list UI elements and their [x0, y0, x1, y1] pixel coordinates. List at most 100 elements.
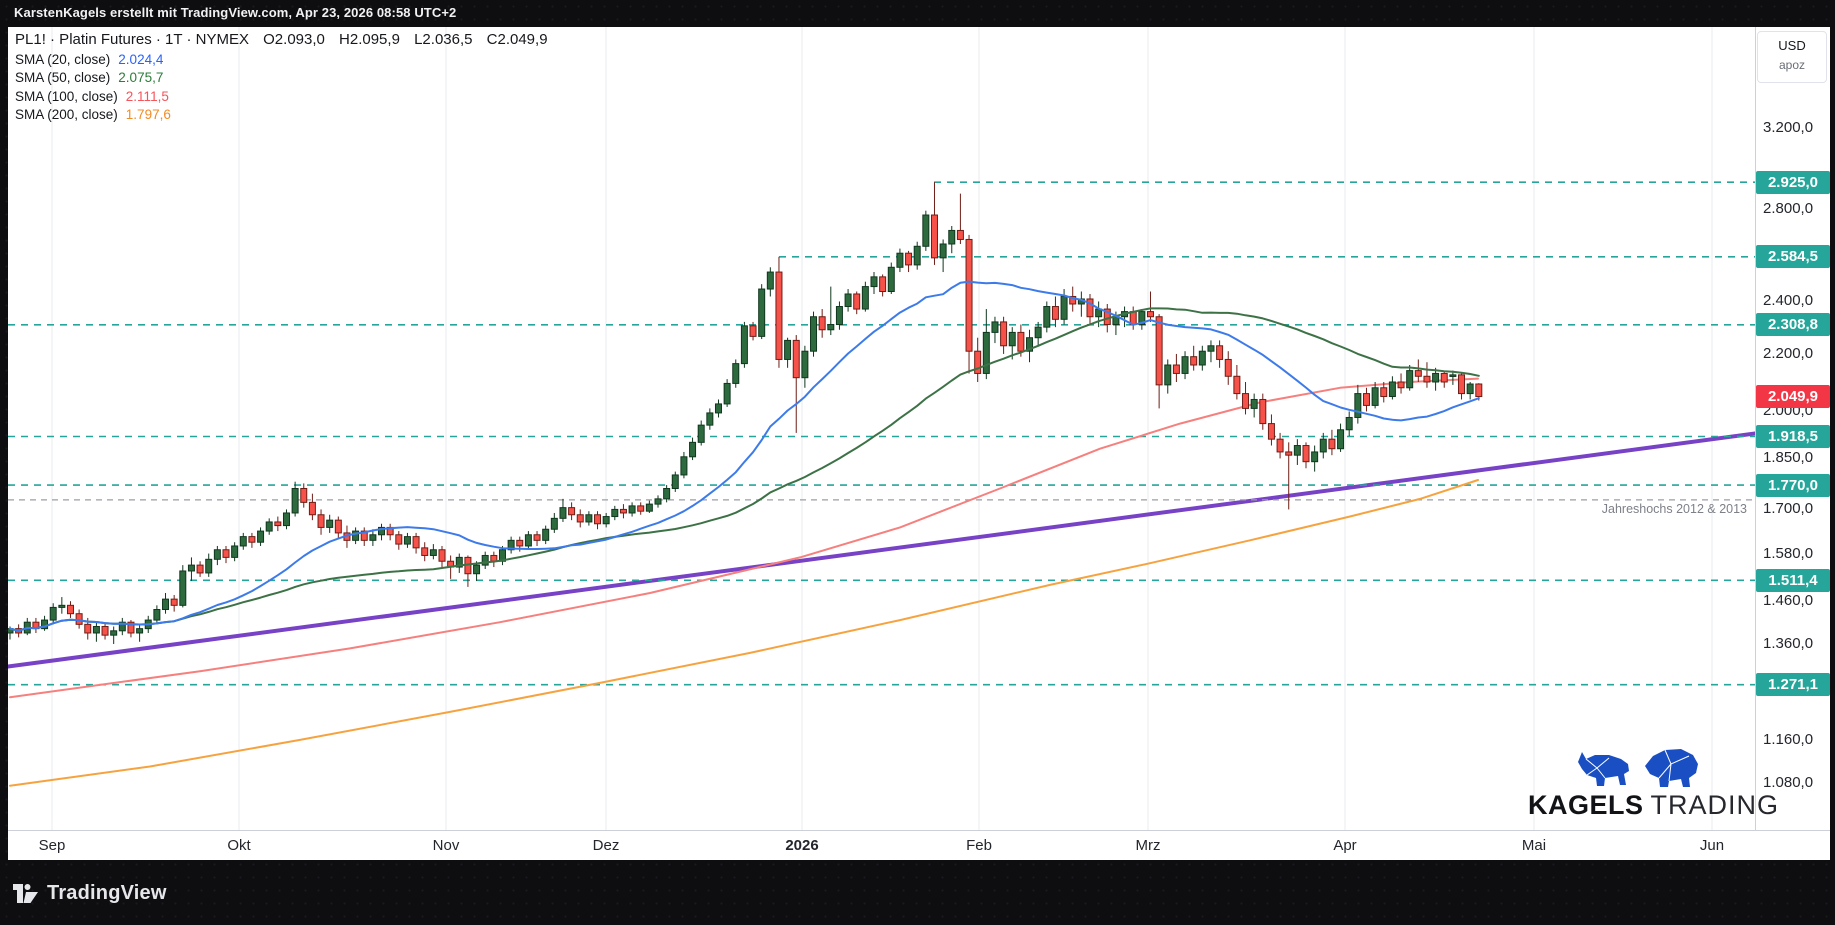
candle-up	[611, 508, 619, 518]
candle-up	[766, 271, 774, 290]
candle-down	[101, 625, 109, 636]
candle-up	[118, 621, 126, 632]
unit-label: apoz	[1778, 58, 1806, 72]
price-level-label: 2.584,5	[1756, 245, 1830, 269]
candle-up	[231, 545, 239, 558]
candle-up	[585, 514, 593, 523]
candle-up	[1164, 364, 1172, 386]
candle-up	[887, 266, 895, 293]
price-tick: 1.580,0	[1763, 544, 1814, 562]
candle-down	[576, 514, 584, 523]
candle-up	[1388, 381, 1396, 398]
candle-up	[1406, 370, 1414, 389]
candle-down	[1190, 356, 1198, 366]
candle-down	[1146, 311, 1154, 318]
time-axis-label-2026: 2026	[785, 837, 819, 854]
candle-up	[1354, 393, 1362, 418]
candle-up	[1319, 438, 1327, 453]
candle-up	[1043, 306, 1051, 328]
candle-up	[844, 293, 852, 308]
candle-down	[1380, 387, 1388, 398]
candle-up	[1138, 311, 1146, 326]
candle-up	[1449, 374, 1457, 377]
candle-down	[619, 508, 627, 514]
candle-up	[187, 564, 195, 572]
candle-up	[948, 229, 956, 245]
candle-down	[974, 350, 982, 374]
indicator-label: SMA (100, close)	[15, 88, 118, 104]
kagels-wordmark: KAGELS TRADING	[1528, 790, 1778, 821]
time-axis-label-mrz: Mrz	[1135, 837, 1161, 854]
candle-down	[775, 271, 783, 360]
candle-up	[1026, 337, 1034, 352]
candle-up	[162, 598, 170, 611]
candle-down	[317, 514, 325, 528]
indicator-row-sma20[interactable]: SMA (20, close) 2.024,4	[15, 52, 558, 67]
candle-down	[1233, 375, 1241, 395]
price-level-label: 1.770,0	[1756, 473, 1830, 497]
candle-down	[792, 339, 800, 379]
time-axis-separator	[8, 830, 1830, 831]
candle-down	[1285, 451, 1293, 456]
price-tick: 2.800,0	[1763, 199, 1814, 217]
candle-up	[455, 556, 463, 568]
price-chart-canvas[interactable]	[8, 27, 1755, 830]
candle-down	[1259, 398, 1267, 425]
currency-label: USD	[1778, 38, 1806, 53]
price-axis-separator	[1755, 27, 1756, 830]
candle-down	[594, 514, 602, 525]
price-level-label: 1.271,1	[1756, 673, 1830, 697]
candle-up	[913, 245, 921, 266]
candle-up	[810, 316, 818, 352]
candle-up	[801, 350, 809, 379]
candle-down	[1458, 374, 1466, 395]
candle-up	[870, 276, 878, 288]
candle-down	[818, 316, 826, 331]
tradingview-brand-text: TradingView	[47, 882, 167, 904]
candle-up	[1371, 387, 1379, 406]
indicator-row-sma200[interactable]: SMA (200, close) 1.797,6	[15, 107, 558, 122]
candle-down	[360, 530, 368, 541]
candle-up	[645, 503, 653, 512]
candle-up	[1060, 295, 1068, 320]
candle-up	[680, 456, 688, 476]
candle-down	[1440, 372, 1448, 383]
price-axis-unit-badge[interactable]: USD apoz	[1757, 31, 1827, 83]
candle-down	[956, 229, 964, 240]
candle-down	[395, 534, 403, 545]
price-level-label: 2.925,0	[1756, 170, 1830, 194]
tradingview-footer-logo[interactable]: TradingView	[12, 882, 167, 905]
tradingview-icon	[13, 884, 38, 903]
candle-down	[222, 549, 230, 558]
indicator-row-sma100[interactable]: SMA (100, close) 2.111,5	[15, 89, 558, 104]
symbol-title-row[interactable]: PL1! · Platin Futures · 1T · NYMEX O2.09…	[15, 31, 558, 48]
price-tick: 1.460,0	[1763, 592, 1814, 610]
time-axis-label-sep: Sep	[38, 837, 66, 854]
candle-up	[922, 214, 930, 247]
candle-down	[308, 501, 316, 516]
candle-up	[369, 534, 377, 541]
candle-up	[706, 412, 714, 426]
candle-up	[1250, 398, 1258, 409]
chart-background	[8, 27, 1830, 860]
candle-down	[84, 623, 92, 634]
candle-up	[282, 512, 290, 527]
candle-up	[697, 424, 705, 443]
candle-up	[758, 288, 766, 337]
candle-up	[213, 549, 221, 560]
candle-down	[1000, 321, 1008, 347]
open-value: O2.093,0	[263, 31, 325, 48]
candle-down	[421, 547, 429, 556]
candle-up	[378, 526, 386, 536]
candle-up	[92, 625, 100, 634]
candle-up	[1008, 331, 1016, 347]
candle-down	[1302, 445, 1310, 463]
indicator-value: 2.111,5	[125, 88, 169, 104]
candle-up	[1293, 445, 1301, 456]
candle-up	[136, 628, 144, 634]
candle-up	[429, 549, 437, 556]
candle-down	[127, 621, 135, 634]
kagels-word-light: TRADING	[1650, 790, 1780, 820]
candle-up	[542, 528, 550, 541]
indicator-row-sma50[interactable]: SMA (50, close) 2.075,7	[15, 70, 558, 85]
